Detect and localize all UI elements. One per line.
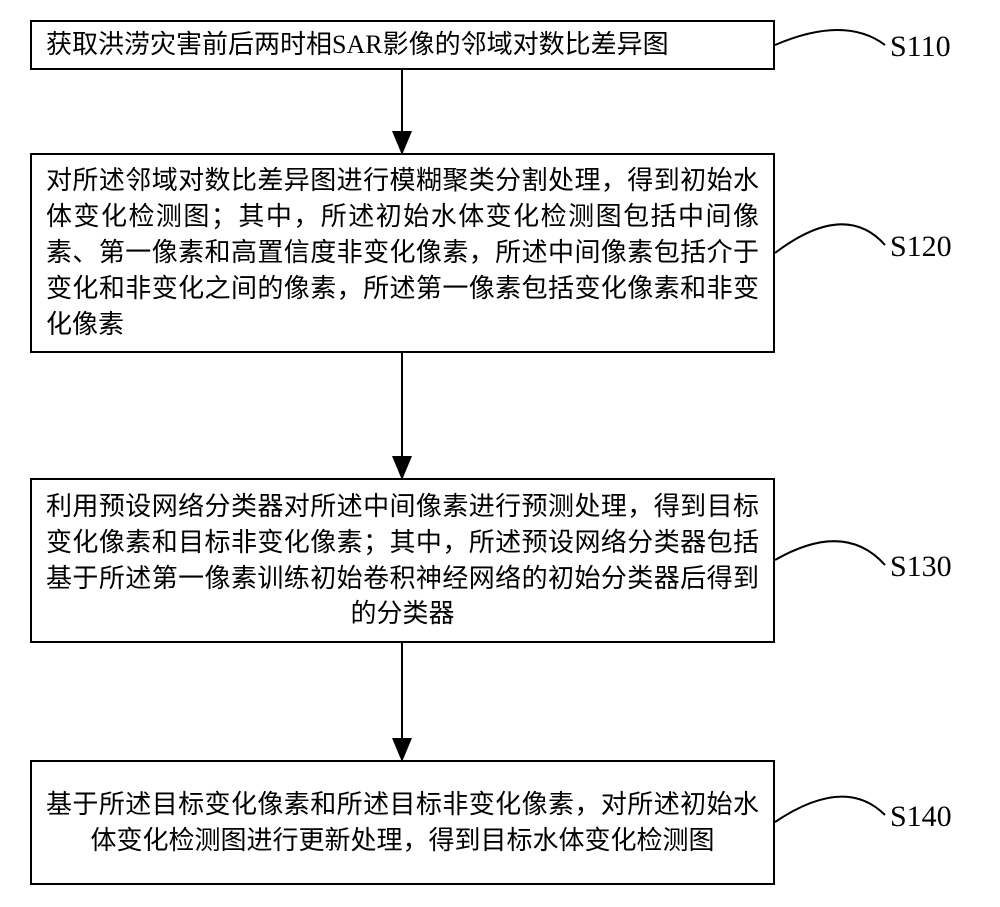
flow-node-s130: 利用预设网络分类器对所述中间像素进行预测处理，得到目标变化像素和目标非变化像素；… <box>30 478 775 643</box>
label-connector-s120 <box>775 224 885 253</box>
flow-node-s110-text: 获取洪涝灾害前后两时相SAR影像的邻域对数比差异图 <box>46 27 759 63</box>
label-connector-s140 <box>775 797 885 822</box>
flow-label-s130: S130 <box>890 550 952 584</box>
flow-node-s130-text: 利用预设网络分类器对所述中间像素进行预测处理，得到目标变化像素和目标非变化像素；… <box>46 489 759 633</box>
flow-node-s140: 基于所述目标变化像素和所述目标非变化像素，对所述初始水体变化检测图进行更新处理，… <box>30 760 775 885</box>
flow-node-s140-text: 基于所述目标变化像素和所述目标非变化像素，对所述初始水体变化检测图进行更新处理，… <box>46 787 759 859</box>
flow-node-s110: 获取洪涝灾害前后两时相SAR影像的邻域对数比差异图 <box>30 20 775 70</box>
flow-label-s120: S120 <box>890 230 952 264</box>
label-connector-s130 <box>775 541 885 565</box>
flow-label-s110: S110 <box>890 30 951 64</box>
label-connector-s110 <box>775 30 885 45</box>
flow-node-s120: 对所述邻域对数比差异图进行模糊聚类分割处理，得到初始水体变化检测图；其中，所述初… <box>30 153 775 353</box>
flow-node-s120-text: 对所述邻域对数比差异图进行模糊聚类分割处理，得到初始水体变化检测图；其中，所述初… <box>46 163 759 342</box>
flow-label-s140: S140 <box>890 800 952 834</box>
flowchart-canvas: 获取洪涝灾害前后两时相SAR影像的邻域对数比差异图 S110 对所述邻域对数比差… <box>0 0 1000 907</box>
